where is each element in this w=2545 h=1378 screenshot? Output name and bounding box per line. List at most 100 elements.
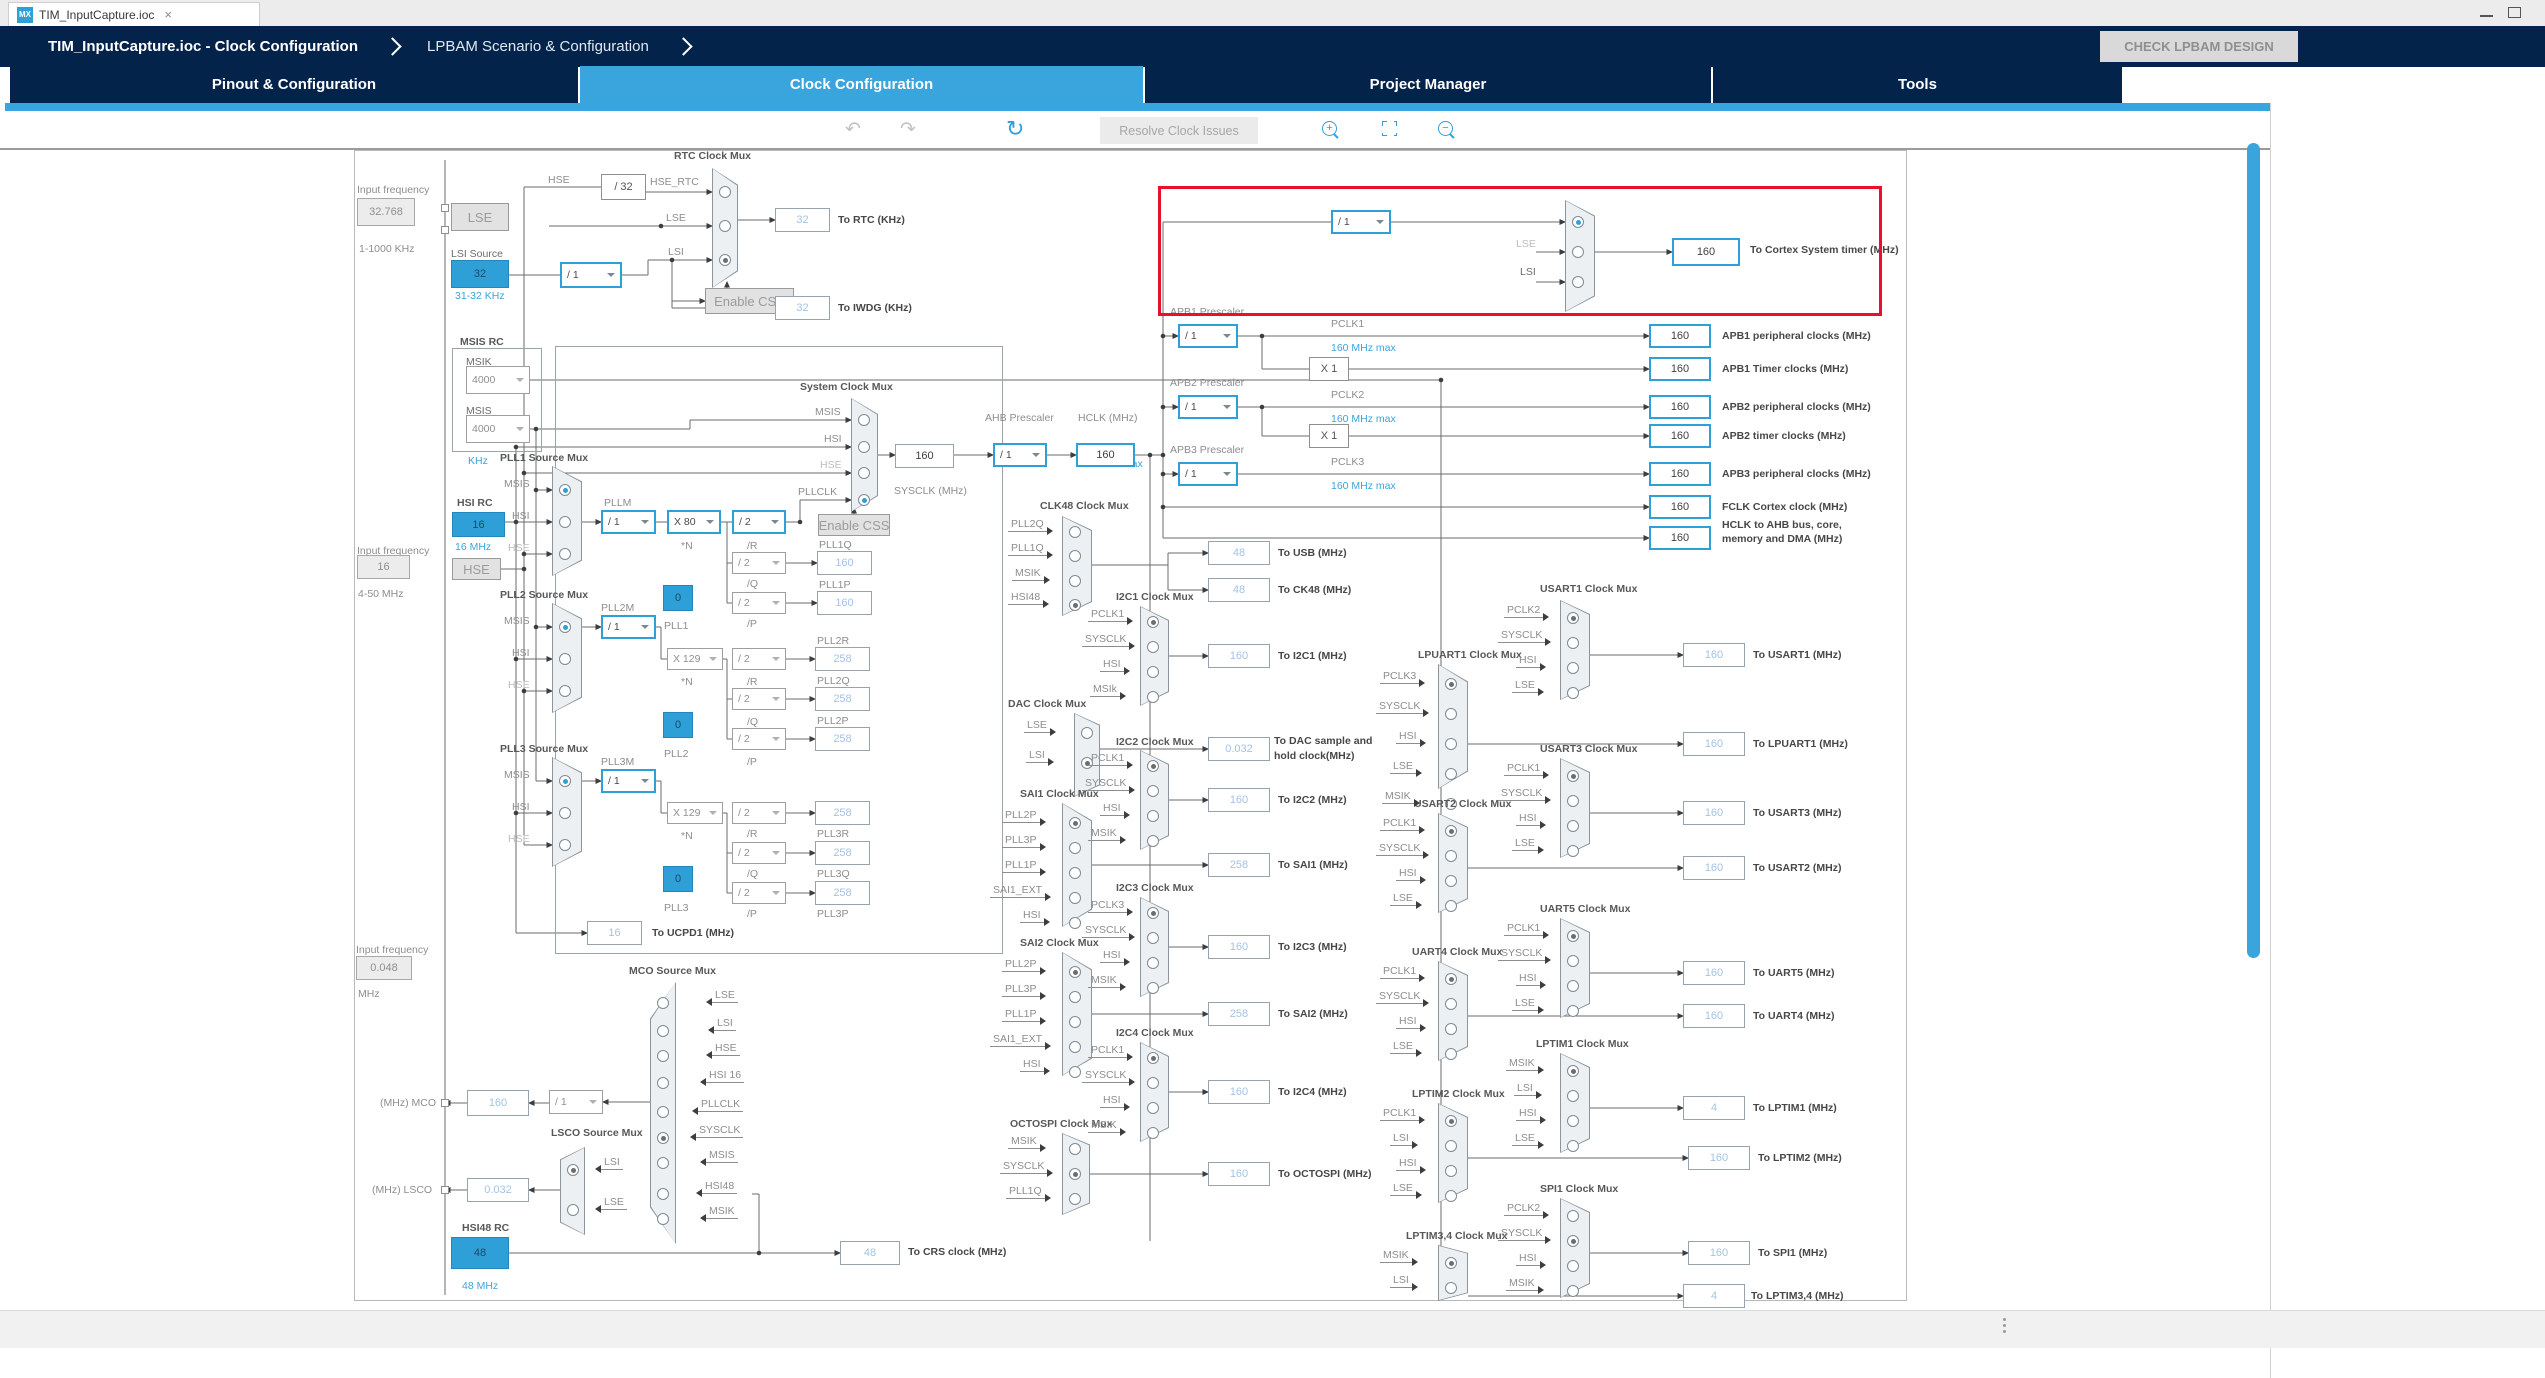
msis-freq-dropdown[interactable]: 4000	[466, 415, 530, 443]
sai2-clock-mux-radio-5[interactable]	[1069, 1066, 1081, 1078]
hsi48-rc-value[interactable]: 48	[451, 1237, 509, 1269]
apb1-peripheral-value[interactable]: 160	[1649, 324, 1711, 348]
sai1-clock-mux-radio-5[interactable]	[1069, 917, 1081, 929]
pll3m-dropdown[interactable]: / 1	[601, 769, 656, 793]
apb1-timer-value[interactable]: 160	[1649, 357, 1711, 381]
lse-source-button[interactable]: LSE	[451, 203, 509, 231]
input-frequency-msik[interactable]: 0.048	[356, 956, 412, 980]
reset-icon[interactable]: ↻	[1006, 116, 1025, 141]
uart5-clock-mux-radio-1[interactable]	[1567, 930, 1579, 942]
pll1m-dropdown[interactable]: / 1	[601, 510, 656, 534]
sai1-clock-mux-radio-4[interactable]	[1069, 892, 1081, 904]
pll1-source-mux-radio-2[interactable]	[559, 516, 571, 528]
i2c3-clock-mux-radio-4[interactable]	[1147, 982, 1159, 994]
lptim2-clock-mux-radio-1[interactable]	[1445, 1115, 1457, 1127]
usart2-clock-mux-radio-3[interactable]	[1445, 875, 1457, 887]
pll3-fracn[interactable]: 0	[663, 866, 693, 892]
i2c4-clock-mux-radio-3[interactable]	[1147, 1102, 1159, 1114]
mco-source-mux-radio-8[interactable]	[657, 1188, 669, 1200]
usart3-clock-mux-radio-1[interactable]	[1567, 770, 1579, 782]
pll3n-dropdown[interactable]: X 129	[667, 802, 723, 824]
lptim2-clock-mux-radio-2[interactable]	[1445, 1140, 1457, 1152]
hsi-rc-value[interactable]: 16	[452, 512, 505, 537]
lptim1-clock-mux-radio-1[interactable]	[1567, 1065, 1579, 1077]
zoom-in-icon[interactable]: +	[1322, 121, 1339, 139]
lsco-source-mux[interactable]	[560, 1147, 585, 1235]
mco-source-mux-radio-1[interactable]	[657, 997, 669, 1009]
lsi-value[interactable]: 32	[451, 260, 509, 288]
pll2p-div-dropdown[interactable]: / 2	[732, 728, 786, 750]
uart5-clock-mux-radio-4[interactable]	[1567, 1005, 1579, 1017]
pll3r-div-dropdown[interactable]: / 2	[732, 802, 786, 824]
usart3-clock-mux-radio-2[interactable]	[1567, 795, 1579, 807]
breadcrumb-item-lpbam[interactable]: LPBAM Scenario & Configuration	[427, 38, 649, 55]
check-lpbam-design-button[interactable]: CHECK LPBAM DESIGN	[2100, 31, 2298, 62]
i2c3-clock-mux[interactable]	[1140, 897, 1169, 997]
i2c2-clock-mux-radio-4[interactable]	[1147, 835, 1159, 847]
cortex-timer-mux-radio-1[interactable]	[1572, 216, 1584, 228]
apb1-prescaler-dropdown[interactable]: / 1	[1178, 324, 1238, 348]
system-clock-mux-radio-4[interactable]	[858, 494, 870, 506]
mco-source-mux-radio-6[interactable]	[657, 1132, 669, 1144]
dac-clock-mux-radio-1[interactable]	[1081, 727, 1093, 739]
i2c3-clock-mux-radio-2[interactable]	[1147, 932, 1159, 944]
system-clock-mux-radio-1[interactable]	[858, 414, 870, 426]
spi1-clock-mux-radio-3[interactable]	[1567, 1260, 1579, 1272]
file-tab[interactable]: MX TIM_InputCapture.ioc ×	[8, 2, 260, 26]
lptim1-clock-mux-radio-2[interactable]	[1567, 1090, 1579, 1102]
uart5-clock-mux-radio-3[interactable]	[1567, 980, 1579, 992]
pll3-source-mux-radio-3[interactable]	[559, 839, 571, 851]
sai2-clock-mux-radio-1[interactable]	[1069, 966, 1081, 978]
lptim2-clock-mux-radio-4[interactable]	[1445, 1190, 1457, 1202]
sai2-clock-mux-radio-2[interactable]	[1069, 991, 1081, 1003]
clock-tree-canvas[interactable]	[354, 150, 1907, 1301]
usart3-clock-mux-radio-3[interactable]	[1567, 820, 1579, 832]
mco-source-mux-radio-9[interactable]	[657, 1213, 669, 1225]
lsco-source-mux-radio-1[interactable]	[567, 1164, 579, 1176]
system-clock-mux[interactable]	[851, 398, 878, 512]
input-frequency-lse[interactable]: 32.768	[357, 198, 415, 226]
i2c1-clock-mux-radio-2[interactable]	[1147, 641, 1159, 653]
uart4-clock-mux-radio-4[interactable]	[1445, 1048, 1457, 1060]
cortex-timer-value[interactable]: 160	[1672, 238, 1740, 266]
spi1-clock-mux-radio-1[interactable]	[1567, 1210, 1579, 1222]
uart4-clock-mux-radio-1[interactable]	[1445, 973, 1457, 985]
lpuart1-clock-mux-radio-4[interactable]	[1445, 768, 1457, 780]
cortex-timer-mux-radio-2[interactable]	[1572, 246, 1584, 258]
i2c4-clock-mux-radio-1[interactable]	[1147, 1052, 1159, 1064]
usart1-clock-mux-radio-3[interactable]	[1567, 662, 1579, 674]
hclk-ahb-value[interactable]: 160	[1649, 526, 1711, 550]
sai2-clock-mux-radio-3[interactable]	[1069, 1016, 1081, 1028]
lptim2-clock-mux-radio-3[interactable]	[1445, 1165, 1457, 1177]
undo-icon[interactable]: ↶	[845, 119, 861, 140]
lpuart1-clock-mux-radio-3[interactable]	[1445, 738, 1457, 750]
spi1-clock-mux-radio-4[interactable]	[1567, 1285, 1579, 1297]
tab-clock-configuration[interactable]: Clock Configuration	[580, 66, 1143, 103]
usart3-clock-mux-radio-4[interactable]	[1567, 845, 1579, 857]
rtc-clock-mux-radio-3[interactable]	[719, 254, 731, 266]
i2c1-clock-mux[interactable]	[1140, 606, 1169, 706]
msik-freq-dropdown[interactable]: 4000	[466, 366, 530, 394]
apb2-peripheral-value[interactable]: 160	[1649, 395, 1711, 419]
cortex-prescaler-dropdown[interactable]: / 1	[1331, 210, 1391, 234]
i2c2-clock-mux-radio-2[interactable]	[1147, 785, 1159, 797]
pll2-source-mux-radio-1[interactable]	[559, 621, 571, 633]
lpuart1-clock-mux-radio-1[interactable]	[1445, 678, 1457, 690]
lpuart1-clock-mux-radio-5[interactable]	[1445, 798, 1457, 810]
tab-pinout-configuration[interactable]: Pinout & Configuration	[10, 66, 578, 103]
clk48-clock-mux-radio-2[interactable]	[1069, 550, 1081, 562]
sai2-clock-mux-radio-4[interactable]	[1069, 1041, 1081, 1053]
pll1-fracn[interactable]: 0	[663, 585, 693, 611]
lptim1-clock-mux-radio-4[interactable]	[1567, 1140, 1579, 1152]
clk48-clock-mux-radio-3[interactable]	[1069, 575, 1081, 587]
ahb-prescaler-dropdown[interactable]: / 1	[993, 443, 1047, 467]
apb3-peripheral-value[interactable]: 160	[1649, 462, 1711, 486]
i2c3-clock-mux-radio-3[interactable]	[1147, 957, 1159, 969]
zoom-out-icon[interactable]: −	[1438, 121, 1455, 139]
i2c2-clock-mux[interactable]	[1140, 750, 1169, 850]
cortex-timer-mux-radio-3[interactable]	[1572, 276, 1584, 288]
pll2m-dropdown[interactable]: / 1	[601, 615, 656, 639]
pll3q-div-dropdown[interactable]: / 2	[732, 842, 786, 864]
system-clock-mux-radio-2[interactable]	[858, 441, 870, 453]
octospi-clock-mux-radio-3[interactable]	[1069, 1193, 1081, 1205]
